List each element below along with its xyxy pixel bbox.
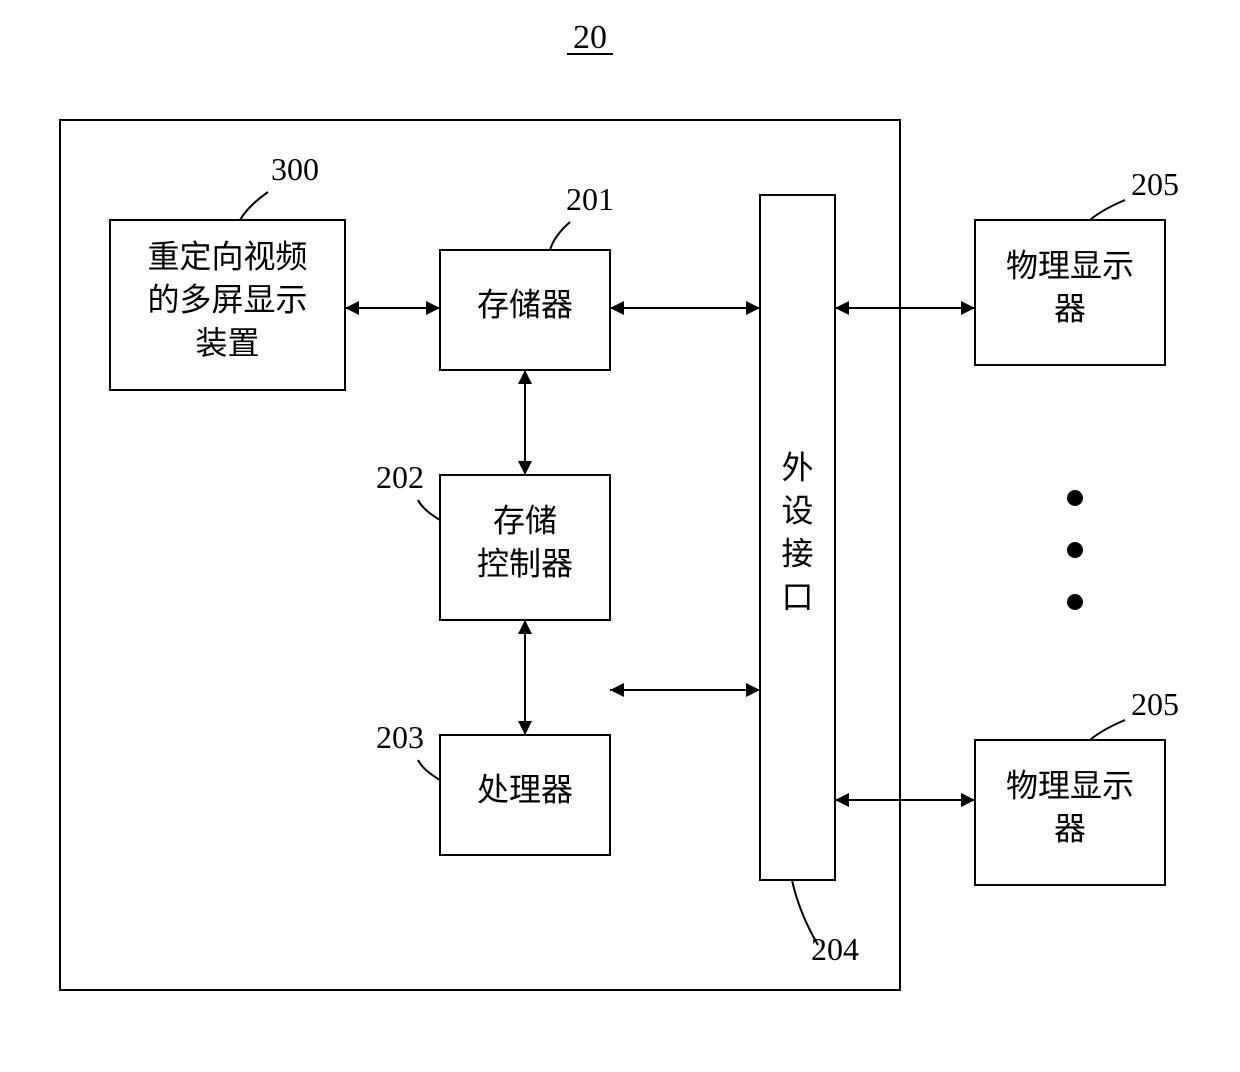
node-label: 接 (781, 536, 813, 572)
node-label: 重定向视频 (147, 238, 307, 274)
node-label: 设 (781, 493, 813, 529)
ref-number: 300 (271, 151, 319, 187)
ref-number: 204 (811, 931, 859, 967)
node-label: 的多屏显示 (147, 282, 307, 318)
node-label: 器 (1054, 811, 1086, 847)
node-label: 装置 (195, 325, 259, 361)
node-label: 存储器 (477, 287, 573, 323)
ref-number: 205 (1131, 686, 1179, 722)
ref-number: 202 (376, 459, 424, 495)
node-label: 处理器 (477, 772, 573, 808)
block-diagram: 20 重定向视频的多屏显示装置 300 存储器 201 存储控制器 202 处理器 203 外设接… (0, 0, 1240, 1072)
node-label: 存储 (493, 503, 557, 539)
ellipsis-dot (1067, 594, 1083, 610)
node-label: 口 (781, 579, 813, 615)
node-label: 物理显示 (1006, 248, 1134, 284)
ref-number: 203 (376, 719, 424, 755)
ellipsis-dot (1067, 490, 1083, 506)
node-label: 器 (1054, 291, 1086, 327)
ref-number: 205 (1131, 166, 1179, 202)
node-label: 外 (781, 449, 813, 485)
ellipsis-dot (1067, 542, 1083, 558)
node-label: 控制器 (477, 546, 573, 582)
node-label: 物理显示 (1006, 768, 1134, 804)
figure-title: 20 (573, 19, 607, 56)
ref-number: 201 (566, 181, 614, 217)
